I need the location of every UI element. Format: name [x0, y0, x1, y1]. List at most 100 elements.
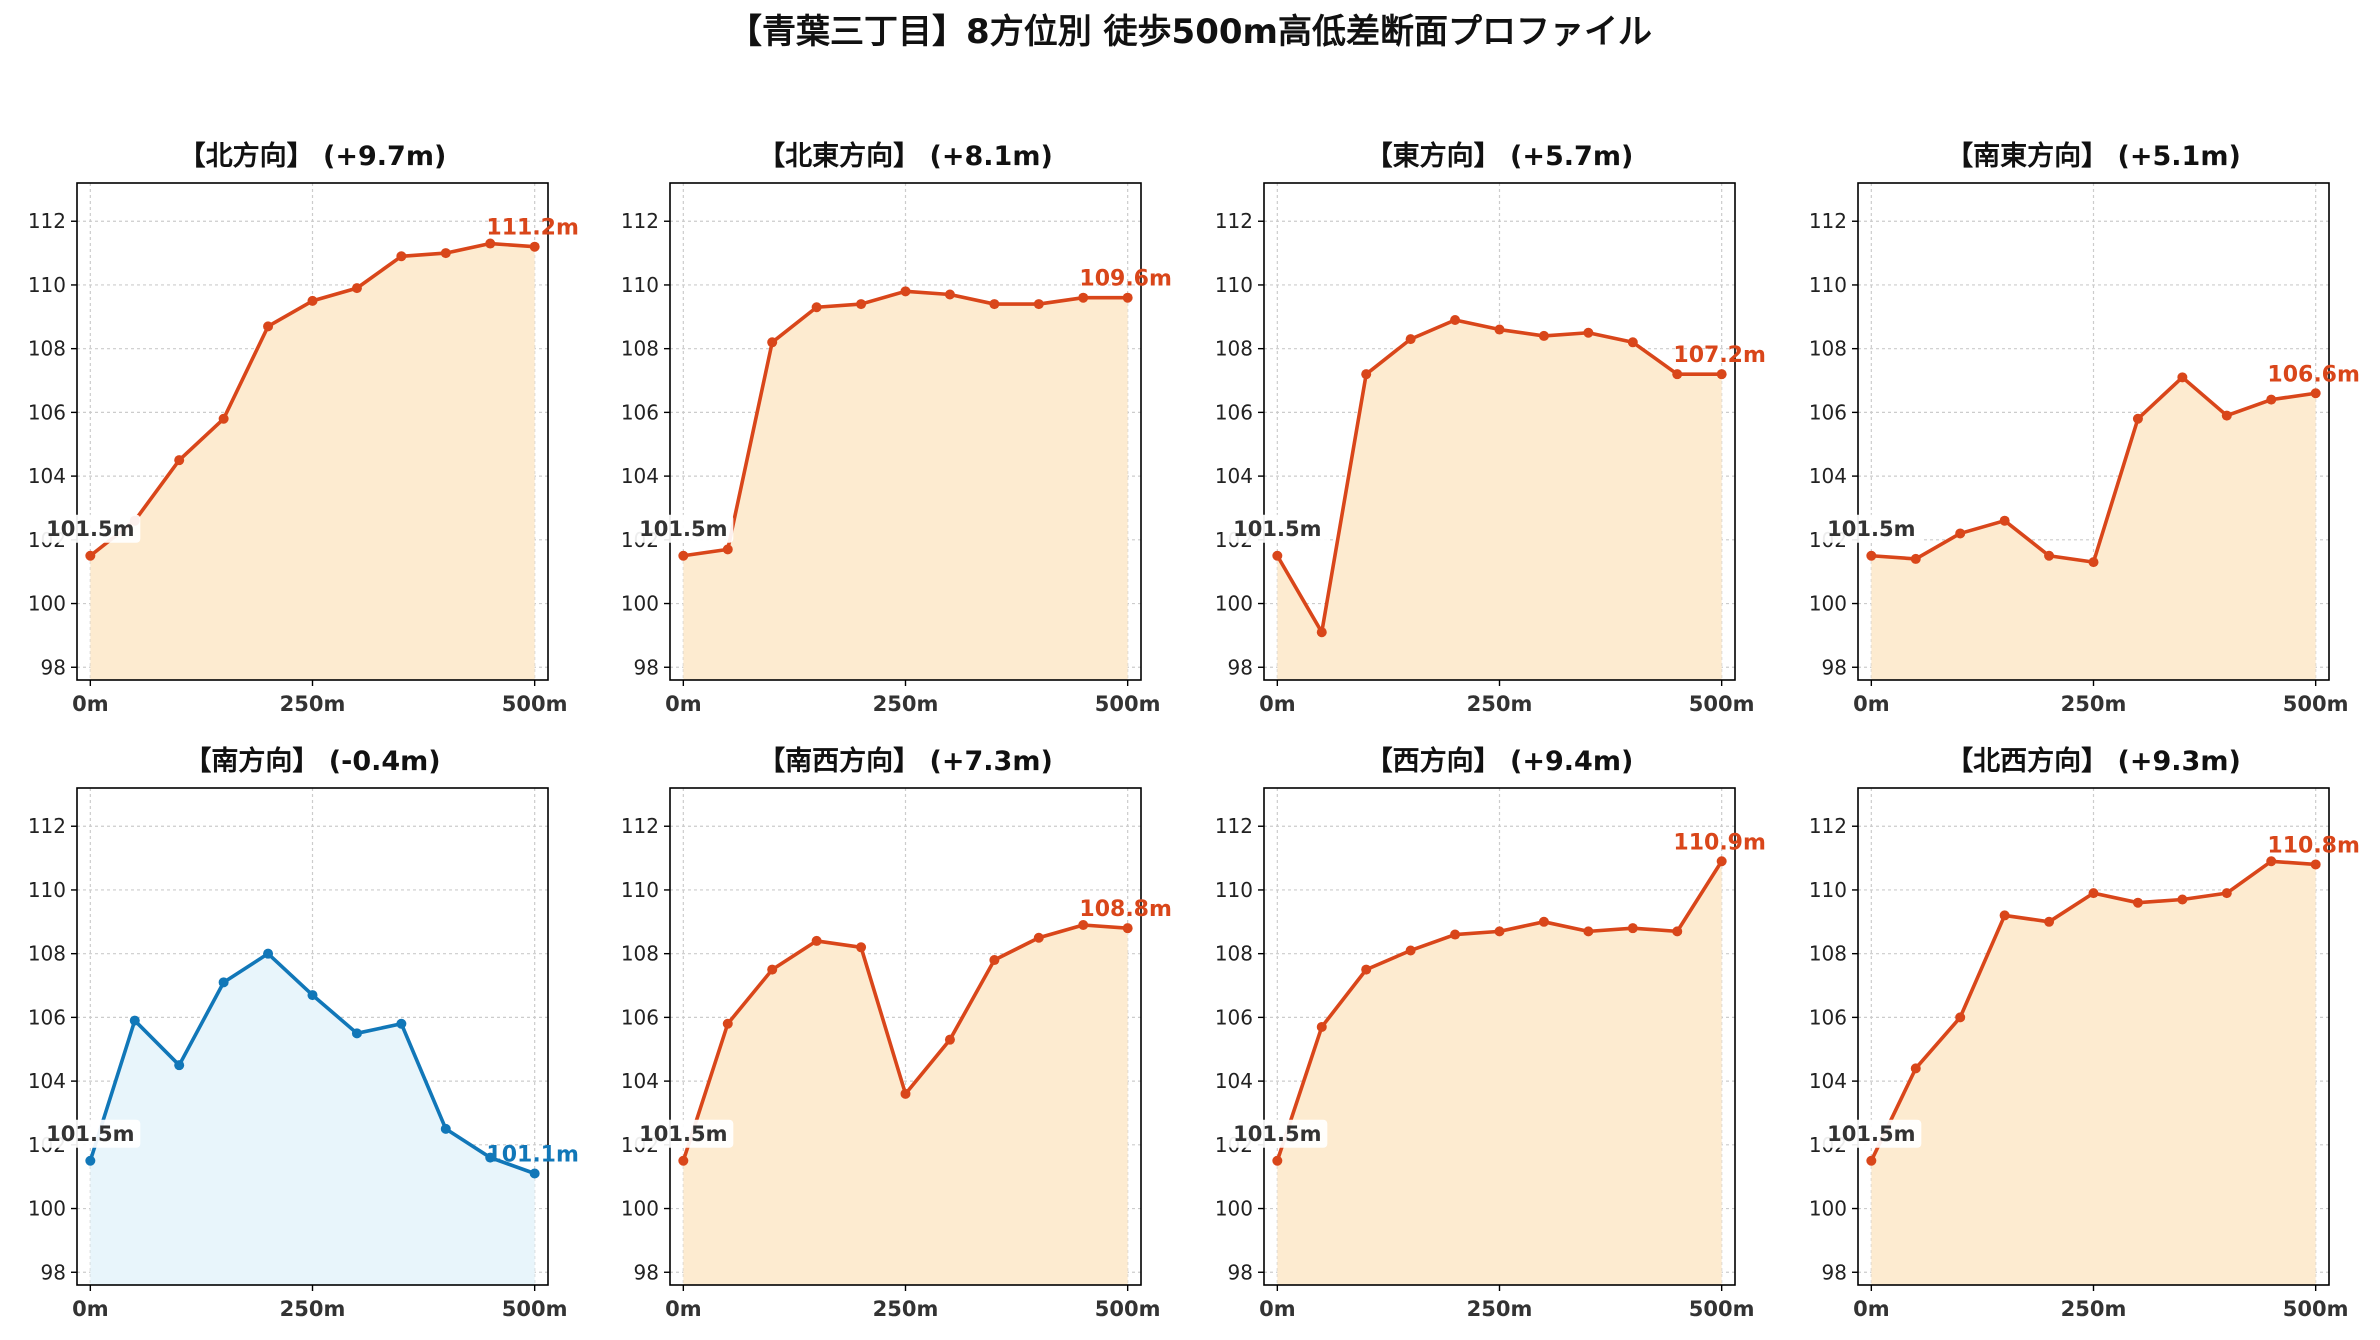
- chart-panel: 【西方向】 (+9.4m)981001021041061081101120m25…: [1215, 745, 1766, 1321]
- y-tick-label: 108: [1215, 942, 1253, 966]
- y-tick-label: 104: [621, 1069, 659, 1093]
- y-tick-label: 104: [1809, 464, 1847, 488]
- data-point: [1866, 550, 1877, 561]
- data-point: [678, 550, 689, 561]
- y-tick-label: 112: [1215, 814, 1253, 838]
- start-value-label: 101.5m: [46, 1122, 134, 1146]
- x-tick-label: 0m: [72, 692, 109, 716]
- data-point: [1627, 337, 1638, 348]
- y-tick-label: 106: [1215, 1005, 1253, 1029]
- chart-panel: 【東方向】 (+5.7m)981001021041061081101120m25…: [1215, 140, 1766, 716]
- data-point: [2088, 888, 2099, 899]
- data-point: [485, 1152, 496, 1163]
- start-label-box: [40, 1119, 141, 1148]
- y-tick-label: 100: [28, 592, 66, 616]
- data-point: [1910, 1063, 1921, 1074]
- area-fill: [683, 924, 1128, 1285]
- x-tick-label: 500m: [1689, 692, 1755, 716]
- area-fill: [1277, 861, 1722, 1285]
- data-point: [1316, 627, 1327, 638]
- data-point: [989, 299, 1000, 310]
- data-point: [2221, 888, 2232, 899]
- y-tick-label: 104: [28, 1069, 66, 1093]
- data-point: [1450, 929, 1461, 940]
- data-point: [1361, 964, 1372, 975]
- data-point: [767, 337, 778, 348]
- data-point: [351, 283, 362, 294]
- data-point: [1583, 926, 1594, 937]
- panel-title: 【南方向】 (-0.4m): [184, 745, 440, 777]
- x-tick-label: 500m: [1095, 1297, 1161, 1321]
- data-point: [263, 321, 274, 332]
- chart-panel: 【南方向】 (-0.4m)981001021041061081101120m25…: [28, 745, 579, 1321]
- data-point: [1494, 324, 1505, 335]
- end-value-label: 107.2m: [1673, 343, 1766, 368]
- area-fill: [683, 291, 1128, 680]
- area-fill: [90, 953, 535, 1285]
- x-tick-label: 250m: [2061, 692, 2127, 716]
- x-tick-label: 500m: [1689, 1297, 1755, 1321]
- start-value-label: 101.5m: [1233, 1122, 1321, 1146]
- y-tick-label: 110: [1215, 878, 1253, 902]
- start-label-box: [40, 514, 141, 543]
- data-point: [1910, 553, 1921, 564]
- data-point: [351, 1028, 362, 1039]
- data-point: [1272, 550, 1283, 561]
- y-tick-label: 106: [1809, 1005, 1847, 1029]
- panel-title: 【北西方向】 (+9.3m): [1946, 745, 2241, 777]
- data-point: [856, 942, 867, 953]
- y-tick-label: 110: [28, 273, 66, 297]
- y-tick-label: 106: [621, 1005, 659, 1029]
- y-tick-label: 106: [1809, 400, 1847, 424]
- y-tick-label: 98: [634, 655, 659, 679]
- y-tick-label: 106: [28, 400, 66, 424]
- start-label-box: [1821, 1119, 1922, 1148]
- y-tick-label: 104: [1215, 464, 1253, 488]
- data-point: [811, 302, 822, 313]
- data-point: [2266, 856, 2277, 867]
- chart-panel: 【北方向】 (+9.7m)981001021041061081101120m25…: [28, 140, 579, 716]
- y-tick-label: 112: [621, 209, 659, 233]
- y-tick-label: 100: [1809, 592, 1847, 616]
- data-point: [811, 935, 822, 946]
- data-point: [1272, 1155, 1283, 1166]
- y-tick-label: 108: [621, 942, 659, 966]
- data-point: [900, 286, 911, 297]
- chart-panel: 【南東方向】 (+5.1m)981001021041061081101120m2…: [1809, 140, 2360, 716]
- data-point: [2088, 557, 2099, 568]
- y-tick-label: 98: [1822, 1260, 1847, 1284]
- data-point: [1033, 299, 1044, 310]
- chart-panel: 【北東方向】 (+8.1m)981001021041061081101120m2…: [621, 140, 1172, 716]
- y-tick-label: 110: [1809, 878, 1847, 902]
- data-point: [1716, 856, 1727, 867]
- data-point: [1122, 292, 1133, 303]
- x-tick-label: 250m: [280, 692, 346, 716]
- x-tick-label: 0m: [1259, 692, 1296, 716]
- data-point: [485, 238, 496, 249]
- data-point: [2310, 859, 2321, 870]
- y-tick-label: 98: [41, 655, 66, 679]
- y-tick-label: 112: [28, 209, 66, 233]
- panel-title: 【北東方向】 (+8.1m): [758, 140, 1053, 172]
- area-fill: [1871, 861, 2316, 1285]
- y-tick-label: 98: [634, 1260, 659, 1284]
- data-point: [900, 1088, 911, 1099]
- y-tick-label: 112: [28, 814, 66, 838]
- start-value-label: 101.5m: [1827, 517, 1915, 541]
- y-tick-label: 110: [621, 273, 659, 297]
- data-point: [1866, 1155, 1877, 1166]
- y-tick-label: 108: [1809, 337, 1847, 361]
- x-tick-label: 250m: [2061, 1297, 2127, 1321]
- end-value-label: 111.2m: [486, 216, 579, 241]
- x-tick-label: 0m: [1259, 1297, 1296, 1321]
- start-value-label: 101.5m: [639, 1122, 727, 1146]
- data-point: [1538, 330, 1549, 341]
- data-point: [989, 955, 1000, 966]
- panel-title: 【南東方向】 (+5.1m): [1946, 140, 2241, 172]
- data-point: [1033, 932, 1044, 943]
- data-point: [2132, 413, 2143, 424]
- data-point: [396, 1018, 407, 1029]
- start-label-box: [1821, 514, 1922, 543]
- data-point: [1627, 923, 1638, 934]
- y-tick-label: 98: [41, 1260, 66, 1284]
